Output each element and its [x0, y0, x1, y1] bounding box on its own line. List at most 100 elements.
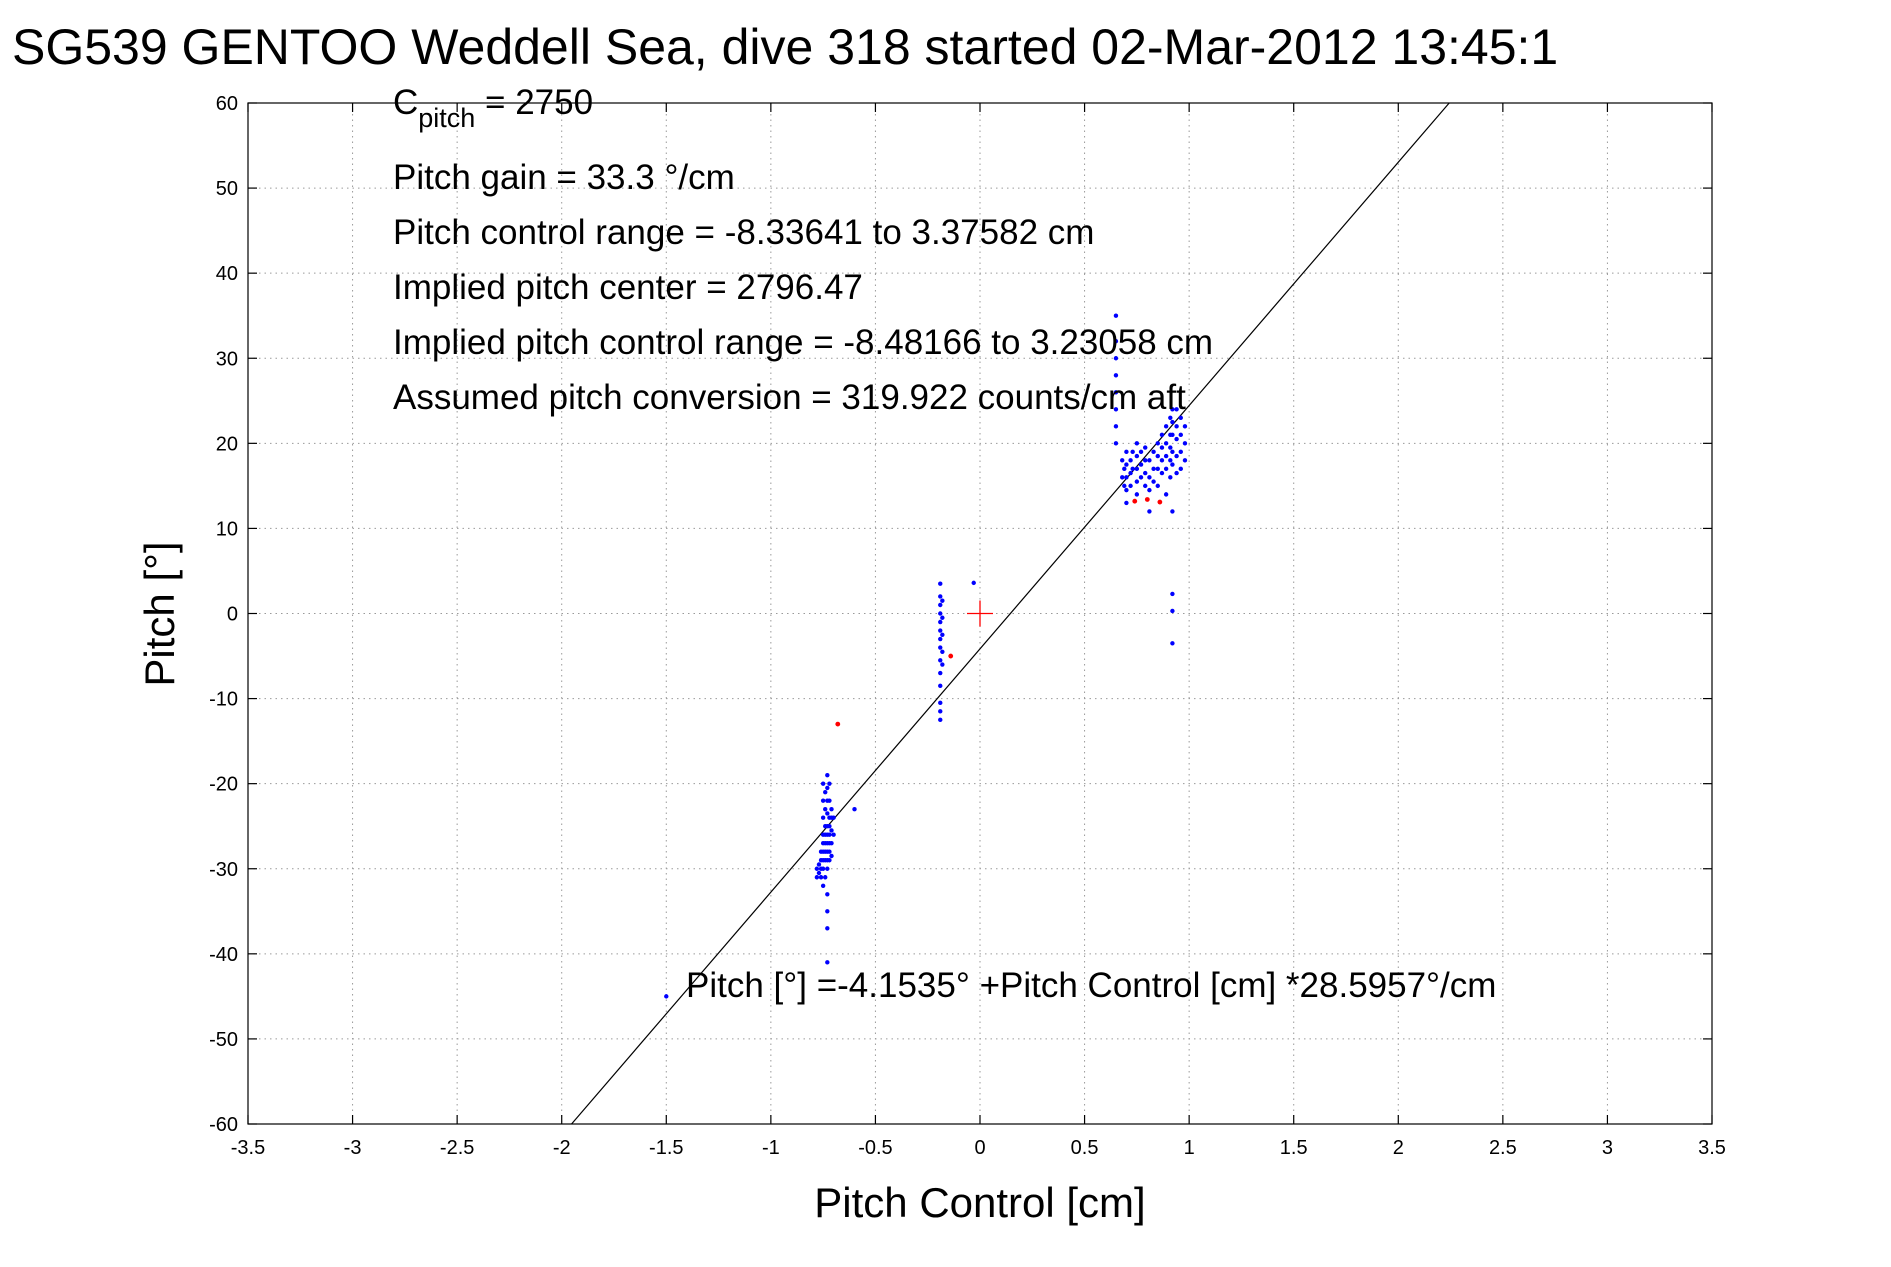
- data-point: [938, 636, 943, 642]
- data-point: [816, 862, 822, 867]
- chart-title: SG539 GENTOO Weddell Sea, dive 318 start…: [12, 19, 1558, 75]
- data-point: [1168, 475, 1173, 480]
- data-point: [827, 798, 832, 803]
- x-tick-label: 1.5: [1280, 1137, 1308, 1159]
- data-point: [1113, 424, 1119, 429]
- data-point: [1170, 462, 1175, 467]
- data-point: [1163, 453, 1169, 459]
- y-tick-label: 0: [227, 604, 238, 626]
- data-point: [938, 670, 943, 676]
- x-tick-label: 3.5: [1698, 1137, 1726, 1159]
- x-tick-label: 2.5: [1489, 1137, 1517, 1159]
- data-point: [1159, 432, 1165, 438]
- annotation-block: Cpitch = 2750 Pitch gain = 33.3 °/cm Pit…: [393, 83, 1496, 1005]
- data-point: [938, 619, 943, 625]
- data-point: [827, 824, 832, 829]
- data-point: [827, 858, 832, 863]
- data-point: [938, 581, 943, 586]
- data-point: [1138, 462, 1144, 467]
- data-point: [831, 815, 836, 820]
- data-point: [1143, 445, 1148, 450]
- data-point: [1151, 466, 1156, 472]
- data-point: [1163, 441, 1169, 446]
- data-point: [938, 658, 943, 663]
- x-tick-label: -1: [762, 1137, 780, 1159]
- data-point: [1178, 449, 1183, 455]
- data-point: [1147, 487, 1152, 493]
- data-point-red: [1157, 499, 1163, 505]
- data-point: [825, 892, 830, 897]
- data-point: [1182, 441, 1188, 446]
- data-point: [1138, 475, 1144, 480]
- data-point: [827, 849, 832, 854]
- data-point: [1113, 356, 1119, 361]
- data-point: [1124, 449, 1129, 455]
- data-point: [938, 709, 943, 714]
- data-point: [1174, 407, 1179, 412]
- data-point: [1155, 441, 1160, 446]
- data-point: [971, 580, 976, 586]
- data-point: [814, 866, 820, 871]
- data-point-red: [948, 653, 954, 659]
- data-point: [820, 815, 826, 820]
- y-tick-label: -50: [209, 1029, 238, 1051]
- x-tick-label: -3.5: [231, 1137, 265, 1159]
- data-point: [1155, 453, 1160, 459]
- data-point: [1120, 475, 1125, 480]
- data-point: [1163, 466, 1169, 472]
- data-point: [1113, 313, 1119, 318]
- data-point: [1163, 424, 1169, 429]
- data-point: [825, 926, 830, 931]
- data-point: [1155, 466, 1160, 472]
- y-tick-label: -10: [209, 689, 238, 711]
- x-tick-labels: -3.5 -3 -2.5 -2 -1.5 -1 -0.5 0 0.5 1 1.5 2 2.5 3 3.5: [231, 103, 1726, 1159]
- y-tick-label: 20: [216, 433, 238, 455]
- data-point: [1122, 483, 1127, 489]
- data-point: [1124, 487, 1129, 493]
- data-point: [1134, 441, 1140, 446]
- data-point: [1174, 453, 1179, 459]
- data-point: [1143, 483, 1148, 489]
- data-point-red: [835, 721, 841, 727]
- data-point: [1170, 641, 1175, 646]
- data-point: [1178, 415, 1183, 421]
- data-point: [1130, 466, 1135, 472]
- x-tick-label: -1.5: [649, 1137, 683, 1159]
- data-point: [1113, 390, 1119, 395]
- data-point: [1138, 449, 1144, 455]
- data-point: [1159, 470, 1165, 476]
- data-point: [1147, 509, 1152, 514]
- data-point: [1168, 415, 1173, 421]
- x-tick-label: 0: [974, 1137, 985, 1159]
- data-points: [664, 313, 1188, 999]
- y-tick-label: -20: [209, 774, 238, 796]
- data-point: [938, 717, 943, 723]
- data-point: [1170, 449, 1175, 455]
- data-point: [1143, 458, 1148, 463]
- x-tick-label: -2: [553, 1137, 571, 1159]
- data-point: [829, 841, 834, 846]
- data-point: [940, 615, 945, 620]
- data-point: [1128, 470, 1133, 476]
- annotation-control-range: Pitch control range = -8.33641 to 3.3758…: [393, 213, 1094, 252]
- annotation-fit-equation: Pitch [°] =-4.1535° +Pitch Control [cm] …: [686, 966, 1496, 1005]
- data-point: [1134, 492, 1140, 497]
- data-point: [1155, 483, 1160, 489]
- data-point: [938, 700, 943, 706]
- y-tick-label: -60: [209, 1114, 238, 1136]
- data-point: [827, 832, 832, 837]
- data-point: [820, 798, 826, 803]
- annotation-conversion: Assumed pitch conversion = 319.922 count…: [393, 378, 1186, 417]
- x-tick-label: 0.5: [1071, 1137, 1099, 1159]
- data-point: [820, 866, 826, 871]
- data-point: [1134, 466, 1140, 472]
- y-axis-label: Pitch [°]: [136, 541, 183, 686]
- annotation-cpitch-sub: pitch: [418, 103, 475, 133]
- data-point: [1170, 419, 1175, 425]
- data-point: [1113, 339, 1119, 344]
- fit-line: [571, 102, 1450, 1125]
- data-point: [1174, 470, 1179, 476]
- y-tick-label: 60: [216, 93, 238, 115]
